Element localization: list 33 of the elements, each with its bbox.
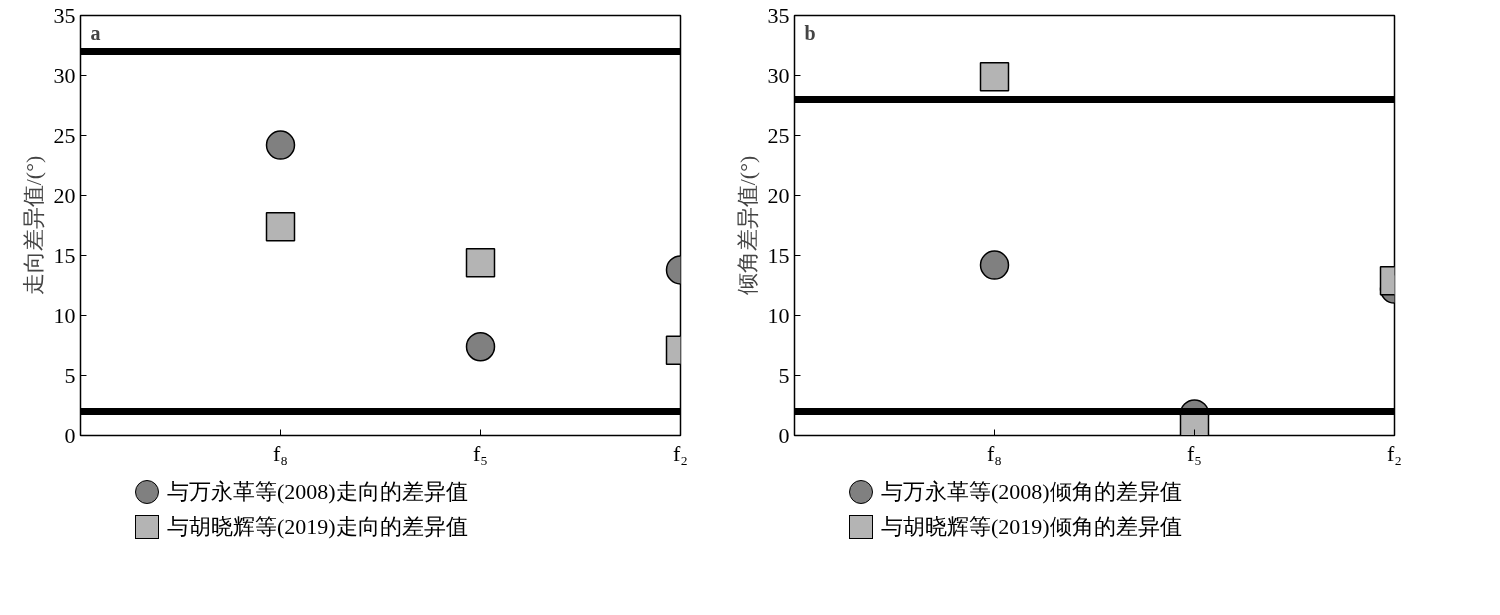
x-tick-label: f₈ bbox=[987, 440, 1002, 466]
y-tick-label: 25 bbox=[53, 122, 76, 148]
point bbox=[979, 250, 1010, 280]
x-tick-label: f₂ bbox=[673, 440, 688, 466]
y-tick-label: 10 bbox=[767, 302, 790, 328]
x-tick-label: f₅ bbox=[473, 440, 488, 466]
y-tick-label: 5 bbox=[778, 362, 790, 388]
y-tick-label: 15 bbox=[53, 242, 76, 268]
y-tick-label: 35 bbox=[53, 2, 76, 28]
x-tick-label: f₅ bbox=[1187, 440, 1202, 466]
y-tick-label: 20 bbox=[767, 182, 790, 208]
annotation: a bbox=[90, 21, 101, 44]
y-axis-title: 走向差异值/(°) bbox=[20, 155, 46, 296]
y-axis-title: 倾角差异值/(°) bbox=[734, 155, 760, 296]
y-tick-label: 15 bbox=[767, 242, 790, 268]
legend-label: 与胡晓辉等(2019)倾角的差异值 bbox=[881, 513, 1182, 542]
y-tick-label: 0 bbox=[778, 422, 790, 448]
y-tick-label: 30 bbox=[53, 62, 76, 88]
point bbox=[265, 211, 296, 242]
legend-label: 与万永革等(2008)倾角的差异值 bbox=[881, 478, 1182, 506]
y-tick-label: 35 bbox=[767, 2, 790, 28]
annotation: b bbox=[804, 21, 816, 44]
x-tick-label: f₈ bbox=[273, 440, 288, 466]
y-tick-label: 0 bbox=[64, 422, 76, 448]
y-tick-label: 10 bbox=[53, 302, 76, 328]
legend-label: 与胡晓辉等(2019)走向的差异值 bbox=[167, 513, 468, 542]
y-tick-label: 5 bbox=[64, 362, 76, 388]
y-tick-label: 20 bbox=[53, 182, 76, 208]
point bbox=[265, 130, 296, 160]
y-tick-label: 25 bbox=[767, 122, 790, 148]
legend-label: 与万永革等(2008)走向的差异值 bbox=[167, 478, 468, 506]
x-tick-label: f₂ bbox=[1387, 440, 1402, 466]
y-tick-label: 30 bbox=[767, 62, 790, 88]
